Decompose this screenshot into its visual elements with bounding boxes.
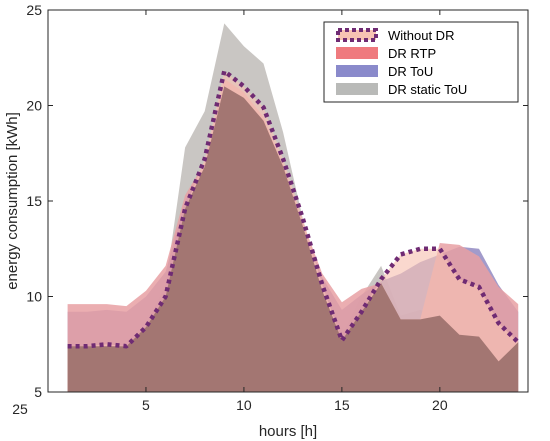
y-tick-label: 25 [26,2,42,18]
x-axis-title: hours [h] [259,423,317,440]
legend-swatch [336,65,378,77]
x-tick-label: 15 [334,397,350,413]
legend-swatch [336,83,378,95]
y-tick-label: 10 [26,289,42,305]
x-tick-label: 5 [142,397,150,413]
legend-label: DR RTP [388,46,436,61]
series-line-without-dr [67,68,520,349]
legend-item-without-dr: Without DR [336,28,454,43]
x-tick-label: 10 [236,397,252,413]
legend-swatch [336,28,378,42]
stray-tick-label: 25 [12,401,28,417]
axis-tick-labels: 5 10 15 20 5 10 15 20 25 [26,2,447,413]
series-overlap-area [67,86,519,393]
series-lines [67,68,520,349]
y-tick-label: 20 [26,98,42,114]
series-areas [67,23,519,393]
legend-label: DR ToU [388,64,433,79]
x-tick-label: 20 [432,397,448,413]
y-tick-label: 15 [26,193,42,209]
axis-ticks [48,9,528,393]
legend: Without DR DR RTP DR ToU DR static ToU [323,21,519,103]
legend-item-dr-tou: DR ToU [336,64,433,79]
y-axis-title: energy consumption [kWh] [4,112,21,290]
legend-item-dr-rtp: DR RTP [336,46,436,61]
legend-swatch [336,47,378,59]
legend-label: Without DR [388,28,454,43]
legend-label: DR static ToU [388,82,467,97]
legend-item-dr-static-tou: DR static ToU [336,82,467,97]
y-tick-label: 5 [34,384,42,400]
